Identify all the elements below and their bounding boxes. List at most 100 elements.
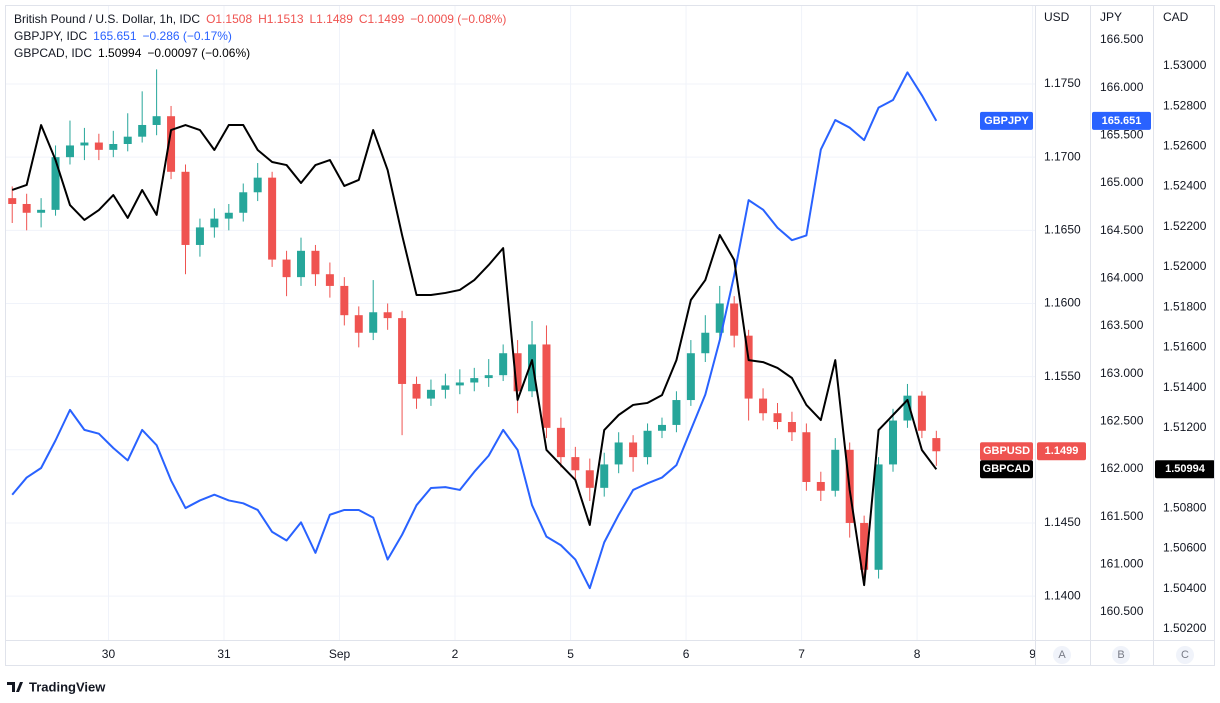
candle-body — [383, 312, 392, 319]
x-tick-label: 7 — [798, 647, 805, 661]
candle-body — [167, 116, 176, 172]
candle-body — [932, 438, 941, 452]
candle-body — [686, 353, 695, 401]
y-tick-label: 1.51800 — [1163, 299, 1207, 313]
candle-body — [210, 218, 219, 228]
x-tick-label: Sep — [329, 647, 351, 661]
axis-button[interactable] — [1176, 646, 1194, 664]
name-tag — [980, 460, 1033, 479]
candle-body — [917, 395, 926, 431]
candle-body — [340, 285, 349, 316]
y-tick-label: 162.500 — [1100, 413, 1144, 427]
y-tick-label: 1.51600 — [1163, 340, 1207, 354]
name-tag-label: GBPUSD — [983, 445, 1030, 457]
candle-body — [715, 303, 724, 333]
candle-body — [354, 315, 363, 333]
legend-text: 165.651 — [93, 29, 137, 43]
axis-button[interactable] — [1053, 646, 1071, 664]
y-tick-label: 166.000 — [1100, 80, 1144, 94]
value-tag-label: 1.1499 — [1045, 445, 1079, 457]
y-tick-label: 164.500 — [1100, 223, 1144, 237]
legend-text: British Pound / U.S. Dollar, 1h, IDC — [14, 12, 200, 26]
candle-body — [398, 318, 407, 384]
axis-button-label[interactable]: B — [1117, 649, 1124, 661]
candle-body — [831, 449, 840, 491]
axis-button-label[interactable]: A — [1058, 649, 1066, 661]
y-tick-label: 166.500 — [1100, 32, 1144, 46]
y-tick-label: 165.000 — [1100, 175, 1144, 189]
y-tick-label: 1.50800 — [1163, 500, 1207, 514]
candle-body — [369, 312, 378, 333]
candle-body — [65, 145, 74, 158]
y-tick-label: 1.50400 — [1163, 581, 1207, 595]
x-tick-label: 31 — [217, 647, 231, 661]
plot-area — [8, 69, 941, 590]
logo-icon — [7, 682, 23, 692]
candle-body — [499, 353, 508, 376]
candle-body — [513, 353, 522, 392]
candle-body — [224, 212, 233, 219]
x-tick-label: 6 — [683, 647, 690, 661]
candle-body — [643, 430, 652, 458]
candle-body — [657, 424, 666, 431]
candle-body — [426, 389, 435, 399]
axis-title: CAD — [1163, 10, 1189, 24]
y-tick-label: 163.000 — [1100, 366, 1144, 380]
x-tick-label: 5 — [567, 647, 574, 661]
candle-body — [600, 464, 609, 488]
candle-body — [80, 142, 89, 146]
y-tick-label: 1.1750 — [1044, 76, 1081, 90]
candle-body — [51, 157, 60, 210]
chart-frame — [5, 5, 1215, 666]
name-tag-label: GBPJPY — [984, 115, 1029, 127]
y-tick-label: 1.50200 — [1163, 621, 1207, 635]
x-tick-label: 8 — [914, 647, 921, 661]
x-tick-label: 2 — [452, 647, 459, 661]
candle-body — [744, 335, 753, 399]
axis-button-label[interactable]: C — [1181, 649, 1189, 661]
candle-body — [816, 481, 825, 491]
legend-text: C1.1499 — [359, 12, 405, 26]
candle-body — [730, 303, 739, 336]
legend-text: 1.50994 — [98, 46, 142, 60]
candle-body — [282, 259, 291, 278]
legend-text: H1.1513 — [258, 12, 304, 26]
candle-body — [94, 142, 103, 150]
candle-body — [109, 143, 118, 150]
overlay: USD1.17501.17001.16501.16001.15501.15001… — [14, 10, 1215, 664]
y-tick-label: 161.000 — [1100, 556, 1144, 570]
y-tick-label: 1.52400 — [1163, 179, 1207, 193]
candle-body — [455, 382, 464, 386]
candle-body — [152, 116, 161, 125]
y-tick-label: 1.52200 — [1163, 219, 1207, 233]
candle-body — [123, 136, 132, 144]
candle-body — [441, 385, 450, 390]
y-tick-label: 1.52000 — [1163, 259, 1207, 273]
value-tag — [1092, 111, 1151, 130]
candle-body — [484, 375, 493, 379]
axis-button[interactable] — [1112, 646, 1130, 664]
candle-body — [138, 124, 147, 137]
candle-body — [773, 413, 782, 422]
y-tick-label: 1.52600 — [1163, 139, 1207, 153]
y-tick-label: 1.53000 — [1163, 58, 1207, 72]
y-tick-label: 1.1650 — [1044, 222, 1081, 236]
logo-text: TradingView — [29, 679, 106, 694]
name-tag — [980, 442, 1033, 461]
candle-body — [787, 421, 796, 433]
candle-body — [903, 395, 912, 421]
value-tag — [1155, 460, 1215, 479]
candle-body — [22, 203, 31, 213]
line-series — [11, 71, 938, 590]
candle-body — [37, 209, 46, 213]
candle-body — [802, 432, 811, 482]
candle-body — [860, 522, 869, 570]
candle-body — [268, 177, 277, 260]
y-tick-label: 1.1550 — [1044, 369, 1081, 383]
candle-body — [528, 344, 537, 392]
x-tick-label: 30 — [102, 647, 116, 661]
value-tag-label: 1.50994 — [1165, 463, 1206, 475]
candle-body — [311, 250, 320, 275]
